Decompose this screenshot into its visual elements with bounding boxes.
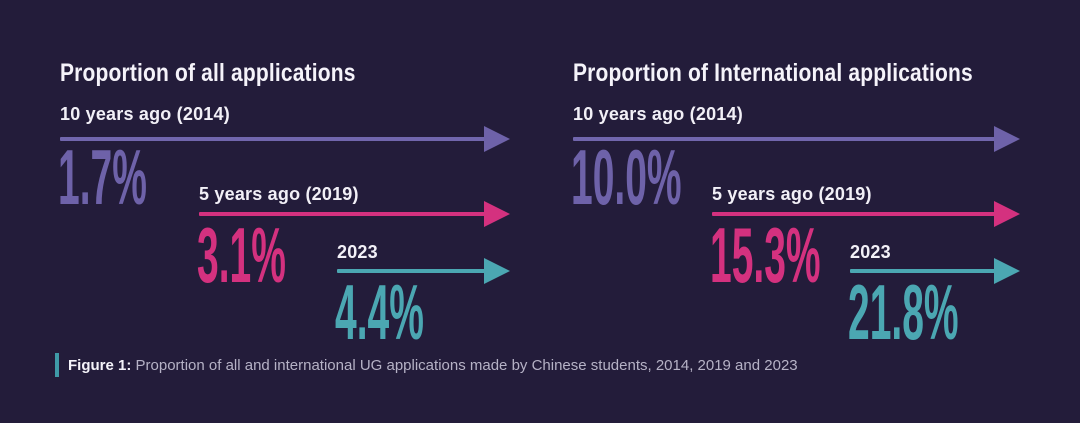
value-2014: 10.0% [571,133,682,221]
arrow-line [199,212,488,216]
caption-text: Proportion of all and international UG a… [135,356,798,374]
arrow-2023-icon [337,258,510,284]
value-2019: 15.3% [710,211,821,299]
value-2014: 1.7% [58,133,147,221]
arrow-head-icon [484,258,510,284]
panel-all-applications: Proportion of all applications 10 years … [58,0,510,423]
year-label-2023: 2023 [850,242,891,262]
value-2019: 3.1% [197,211,286,299]
year-label-2023: 2023 [337,242,378,262]
arrow-head-icon [484,201,510,227]
arrow-head-icon [994,126,1020,152]
arrow-2023-icon [850,258,1020,284]
value-2023: 4.4% [335,268,424,356]
year-label-2019: 5 years ago (2019) [712,184,872,204]
year-label-2014: 10 years ago (2014) [60,104,230,124]
panel-title: Proportion of International applications [573,59,973,87]
arrow-line [60,137,488,141]
arrow-head-icon [484,126,510,152]
caption-prefix: Figure 1: [68,356,136,374]
arrow-line [850,269,998,273]
arrow-2019-icon [199,201,510,227]
caption-accent-bar [55,353,59,377]
arrow-2014-icon [573,126,1020,152]
arrow-head-icon [994,201,1020,227]
arrow-2014-icon [60,126,510,152]
arrow-head-icon [994,258,1020,284]
year-label-2014: 10 years ago (2014) [573,104,743,124]
year-label-2019: 5 years ago (2019) [199,184,359,204]
arrow-line [712,212,998,216]
value-2023: 21.8% [848,268,959,356]
panel-title: Proportion of all applications [60,59,356,87]
panel-international-applications: Proportion of International applications… [571,0,1020,423]
arrow-2019-icon [712,201,1020,227]
arrow-line [337,269,488,273]
arrow-line [573,137,998,141]
figure-caption: Figure 1: Proportion of all and internat… [55,353,798,377]
